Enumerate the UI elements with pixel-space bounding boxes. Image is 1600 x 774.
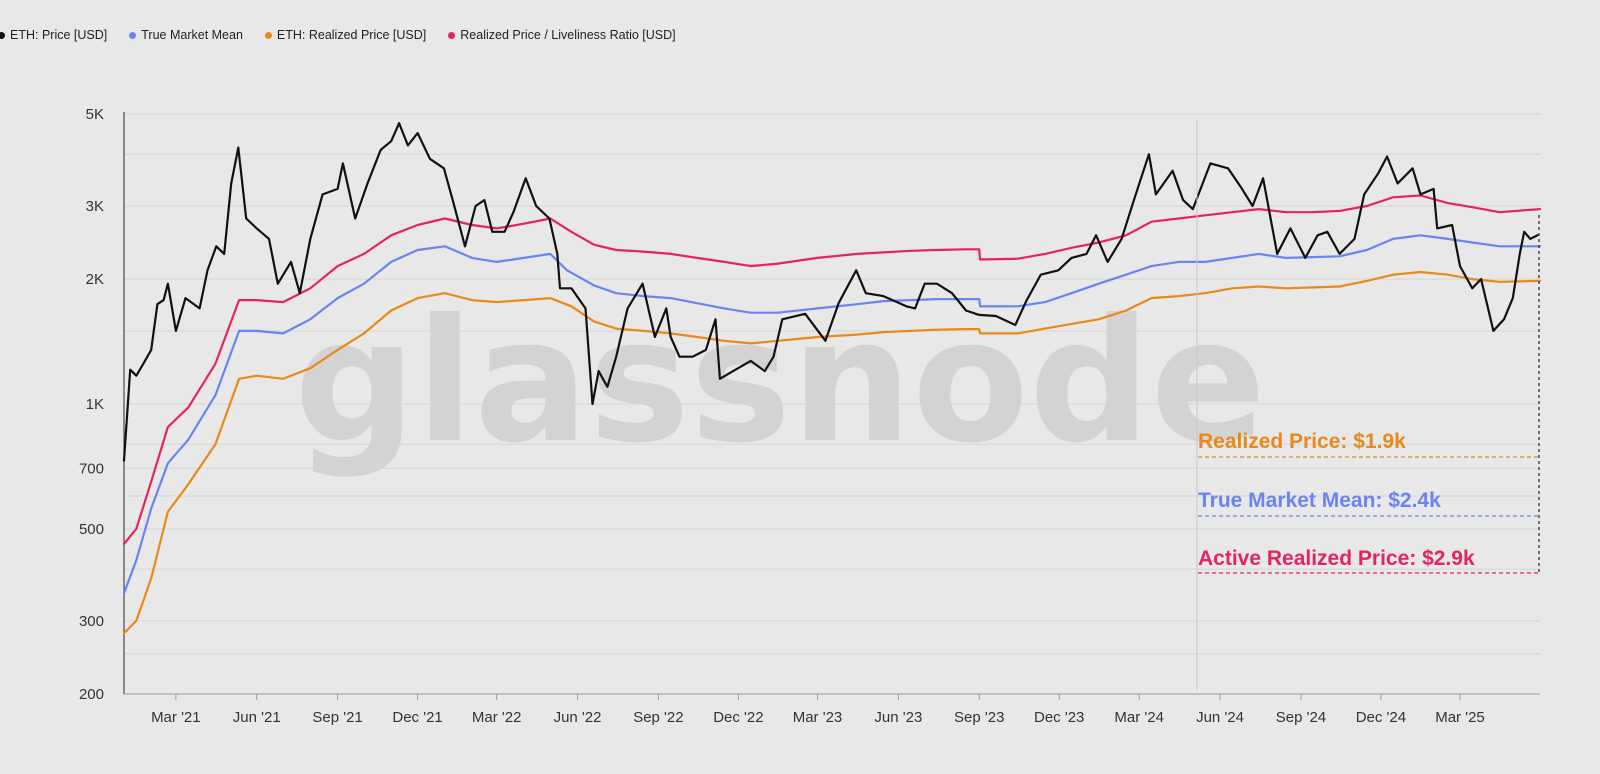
y-tick-label: 700 <box>79 460 104 477</box>
series-line-2 <box>122 270 1542 635</box>
x-tick-label: Mar '21 <box>151 709 201 726</box>
x-tick-label: Sep '23 <box>954 709 1004 726</box>
x-tick-label: Dec '24 <box>1356 709 1406 726</box>
x-tick-label: Mar '24 <box>1114 709 1164 726</box>
y-tick-label: 2K <box>86 271 104 288</box>
legend-label: True Market Mean <box>141 28 243 42</box>
legend-item[interactable]: True Market Mean <box>129 28 243 42</box>
x-tick-label: Jun '23 <box>874 709 922 726</box>
series-line-1 <box>122 234 1542 595</box>
x-tick-label: Sep '21 <box>312 709 362 726</box>
y-tick-label: 300 <box>79 613 104 630</box>
y-tick-label: 5K <box>86 106 104 123</box>
legend-dot-icon <box>129 31 137 39</box>
x-tick-label: Dec '22 <box>713 709 763 726</box>
watermark: glassnode <box>294 283 1266 481</box>
x-tick-label: Mar '22 <box>472 709 522 726</box>
y-tick-label: 200 <box>79 686 104 703</box>
annotations: Realized Price: $1.9k True Market Mean: … <box>1196 120 1540 690</box>
legend-label: ETH: Price [USD] <box>10 28 108 42</box>
x-tick-label: Mar '25 <box>1435 709 1485 726</box>
legend-dot-icon <box>0 31 5 39</box>
axes: 5K 3K 2K 1K 700 500 300 200 Mar '21 Jun '21 Sep '2… <box>79 106 1540 726</box>
x-tick-label: Sep '24 <box>1276 709 1326 726</box>
x-tick-label: Sep '22 <box>633 709 683 726</box>
y-tick-label: 3K <box>86 198 104 215</box>
legend-item[interactable]: ETH: Price [USD] <box>0 28 107 42</box>
y-tick-label: 1K <box>86 396 104 413</box>
active-realized-price-annotation: Active Realized Price: $2.9k <box>1198 547 1475 570</box>
legend-dot-icon <box>264 31 272 39</box>
legend-label: Realized Price / Liveliness Ratio [USD] <box>460 28 676 42</box>
legend-item[interactable]: Realized Price / Liveliness Ratio [USD] <box>448 28 676 42</box>
series-line-3 <box>122 194 1542 545</box>
realized-price-annotation: Realized Price: $1.9k <box>1198 430 1406 453</box>
y-tick-label: 500 <box>79 521 104 538</box>
x-tick-label: Jun '24 <box>1196 709 1244 726</box>
x-tick-label: Mar '23 <box>793 709 843 726</box>
x-tick-label: Dec '23 <box>1034 709 1084 726</box>
series-line-0 <box>122 122 1539 462</box>
x-tick-label: Dec '21 <box>392 709 442 726</box>
series-layer <box>122 122 1542 635</box>
gridlines <box>124 113 1540 695</box>
true-market-mean-annotation: True Market Mean: $2.4k <box>1198 489 1441 512</box>
x-tick-label: Jun '21 <box>233 709 281 726</box>
legend-label: ETH: Realized Price [USD] <box>276 28 427 42</box>
x-tick-label: Jun '22 <box>554 709 602 726</box>
legend-item[interactable]: ETH: Realized Price [USD] <box>264 28 427 42</box>
chart-legend: ETH: Price [USD] True Market Mean ETH: Rea… <box>0 27 698 43</box>
legend-dot-icon <box>448 31 456 39</box>
